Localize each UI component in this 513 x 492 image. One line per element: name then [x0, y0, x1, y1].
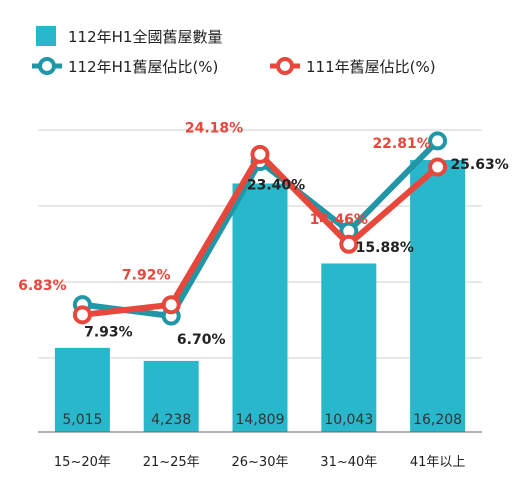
- value-labels: 7.93% 6.70% 23.40% 15.88% 25.63% 6.83% 7.92% 24…: [18, 120, 509, 348]
- bar: [410, 160, 466, 432]
- legend: 112年H1全國舊屋數量 112年H1舊屋佔比(%) 111年舊屋佔比(%): [32, 26, 436, 76]
- legend-line-2023-marker: [38, 57, 56, 75]
- point-2022: [250, 144, 270, 164]
- value-label-2022: 22.81%: [372, 136, 430, 152]
- value-label-2023: 25.63%: [450, 157, 508, 173]
- point-2022: [339, 234, 359, 254]
- bar-value-label: 16,208: [413, 412, 462, 428]
- legend-line-2022-marker: [276, 57, 294, 75]
- value-label-2022: 24.18%: [185, 120, 243, 136]
- bar: [232, 183, 288, 432]
- legend-line-2022-label: 111年舊屋佔比(%): [306, 58, 436, 76]
- bar-value-label: 4,238: [151, 412, 191, 428]
- point-2022: [161, 295, 181, 315]
- bar-value-label: 5,015: [62, 412, 102, 428]
- bar-value-label: 10,043: [324, 412, 373, 428]
- bar-value-label: 14,809: [236, 412, 285, 428]
- x-tick-label: 21~25年: [143, 455, 200, 470]
- value-label-2023: 23.40%: [247, 178, 305, 194]
- value-label-2023: 6.70%: [177, 332, 226, 348]
- value-label-2022: 6.83%: [18, 278, 67, 294]
- point-2023: [428, 131, 448, 151]
- x-axis: 15~20年 21~25年 26~30年 31~40年 41年以上: [38, 431, 482, 470]
- x-tick-label: 26~30年: [232, 455, 289, 470]
- bar: [321, 263, 377, 432]
- legend-bar-label: 112年H1全國舊屋數量: [68, 28, 222, 46]
- x-tick-label: 41年以上: [410, 455, 466, 470]
- value-label-2023: 7.93%: [84, 325, 133, 341]
- value-label-2022: 14.46%: [310, 212, 368, 228]
- point-2022: [72, 305, 92, 325]
- x-tick-label: 31~40年: [320, 455, 377, 470]
- bar: [143, 360, 199, 432]
- value-label-2022: 7.92%: [122, 268, 171, 284]
- bar: [54, 347, 110, 432]
- point-2022: [428, 157, 448, 177]
- legend-line-2023-label: 112年H1舊屋佔比(%): [68, 58, 218, 76]
- x-tick-label: 15~20年: [54, 455, 111, 470]
- bars: 5,015 4,238 14,809 10,043 16,208: [54, 160, 466, 432]
- legend-bar-swatch: [36, 26, 56, 46]
- lines: [72, 131, 448, 326]
- value-label-2023: 15.88%: [356, 240, 414, 256]
